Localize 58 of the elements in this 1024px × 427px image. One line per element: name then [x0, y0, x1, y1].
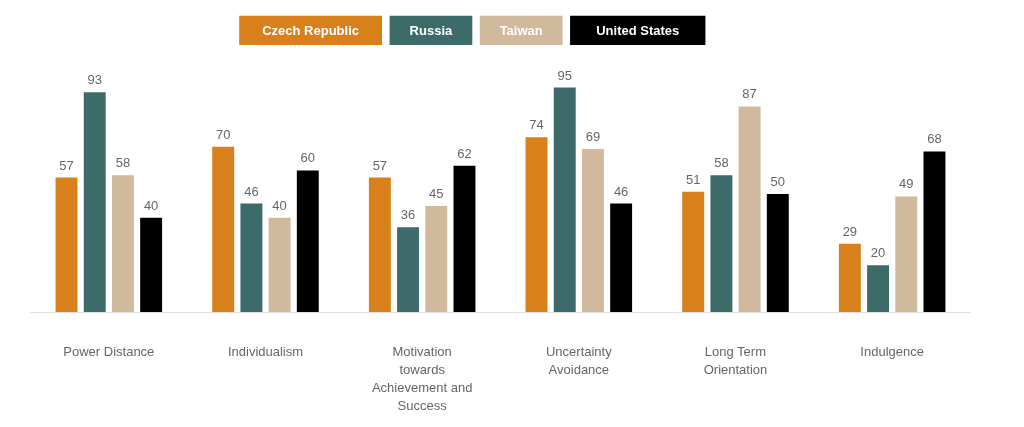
data-label: 87	[742, 86, 757, 102]
data-label: 93	[87, 72, 102, 88]
data-label: 29	[842, 223, 858, 239]
x-tick-label: Uncertainty Avoidance	[545, 343, 613, 377]
bar	[397, 227, 420, 313]
data-label: 49	[899, 176, 914, 192]
bar	[453, 165, 476, 313]
data-label: 68	[927, 131, 942, 147]
text: Czech Republic	[262, 22, 360, 38]
bar	[240, 203, 263, 313]
data-label: 57	[59, 157, 74, 173]
bar	[425, 205, 448, 313]
x-tick-label: Long Term Orientation	[703, 343, 768, 377]
bar	[525, 137, 548, 313]
data-label: 57	[372, 157, 388, 173]
bar	[581, 149, 604, 313]
bar	[55, 177, 78, 313]
bar	[766, 194, 789, 313]
bar	[368, 177, 391, 313]
x-tick-label: Power Distance	[63, 343, 155, 359]
bar	[682, 191, 705, 313]
text: United States	[596, 22, 680, 38]
data-label: 69	[585, 129, 601, 145]
data-label: 70	[215, 126, 231, 142]
x-tick-label: Indulgence	[860, 343, 924, 359]
bar	[553, 87, 576, 313]
data-label: 40	[143, 197, 159, 213]
text: Taiwan	[499, 22, 543, 38]
data-label: 74	[529, 117, 544, 133]
bar	[140, 217, 163, 313]
data-label: 50	[770, 174, 786, 190]
data-label: 20	[870, 245, 886, 261]
data-label: 58	[115, 155, 131, 171]
data-label: 60	[300, 150, 316, 166]
data-label: 46	[244, 183, 259, 199]
bar	[895, 196, 918, 313]
data-label: 95	[557, 67, 572, 83]
bar	[867, 265, 890, 313]
data-label: 45	[429, 185, 444, 201]
x-tick-label: Motivation towards Achievement and Success	[371, 343, 473, 413]
data-label: 62	[457, 145, 472, 161]
text: Russia	[409, 22, 454, 38]
bar	[710, 175, 733, 313]
x-tick-label: Individualism	[227, 343, 304, 359]
bar	[83, 92, 106, 313]
data-label: 40	[272, 197, 287, 213]
data-label: 46	[613, 183, 629, 199]
bar	[738, 106, 761, 313]
data-label: 51	[685, 171, 701, 187]
data-label: 58	[714, 155, 729, 171]
bar	[838, 243, 861, 313]
bar	[923, 151, 946, 313]
bar	[268, 217, 291, 313]
bar	[610, 203, 633, 313]
data-label: 36	[400, 207, 416, 223]
bar	[296, 170, 319, 313]
bar	[111, 175, 134, 313]
bar	[212, 146, 235, 313]
